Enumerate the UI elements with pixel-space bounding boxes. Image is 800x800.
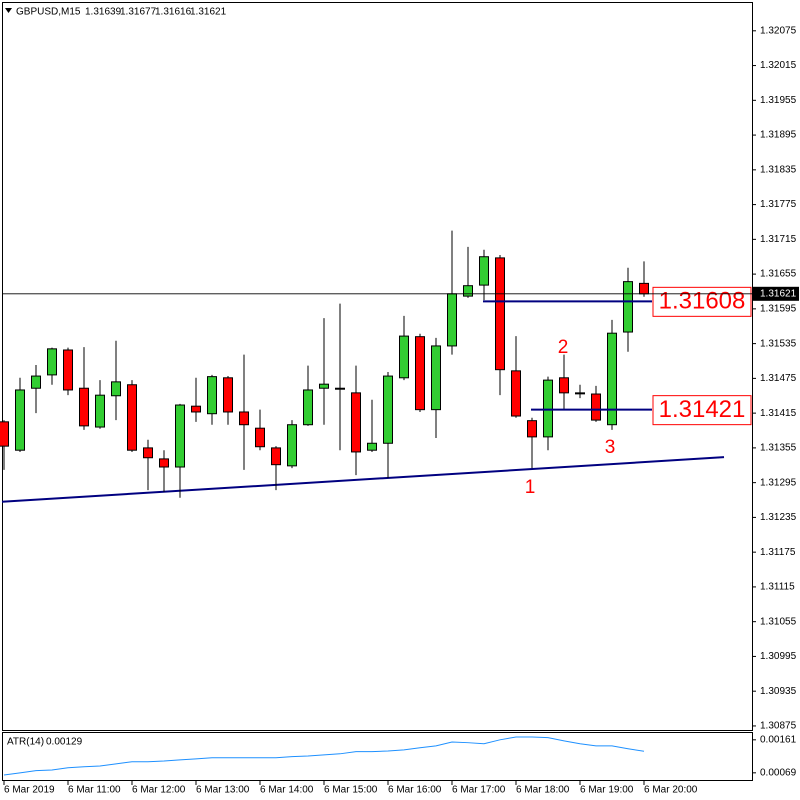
candle-body xyxy=(63,349,73,391)
y-tick-label: 1.31175 xyxy=(760,547,796,558)
x-tick-label: 6 Mar 18:00 xyxy=(516,785,570,796)
y-tick-label: 1.31055 xyxy=(760,616,797,627)
candle-body xyxy=(559,377,569,394)
x-tick-label: 6 Mar 15:00 xyxy=(324,785,378,796)
header-close: 1.31621 xyxy=(190,7,227,18)
level-label: 1.31608 xyxy=(659,288,746,315)
candle-body xyxy=(575,392,585,395)
candle-body xyxy=(543,379,553,438)
x-tick-label: 6 Mar 17:00 xyxy=(452,785,506,796)
candle-body xyxy=(175,404,185,468)
candle-body xyxy=(159,458,169,468)
y-tick-label: 1.30875 xyxy=(760,721,797,732)
candle-body xyxy=(399,335,409,379)
main-frame xyxy=(2,2,753,731)
candle-body xyxy=(351,392,361,453)
price-label-box xyxy=(753,286,799,301)
header-low: 1.31616 xyxy=(155,7,192,18)
candle-body xyxy=(79,387,89,427)
price-label: 1.31621 xyxy=(760,288,797,299)
candle-body xyxy=(255,427,265,448)
y-tick-label: 1.31295 xyxy=(760,477,797,488)
candle-body xyxy=(287,424,297,467)
candle-body xyxy=(239,411,249,426)
candle-body xyxy=(303,389,313,426)
level-label: 1.31421 xyxy=(659,396,746,423)
candle-body xyxy=(127,384,137,451)
candle-body xyxy=(623,281,633,333)
x-tick-label: 6 Mar 13:00 xyxy=(196,785,250,796)
level-label-box xyxy=(652,395,752,426)
candle-body xyxy=(415,336,425,411)
candle-body xyxy=(335,387,345,390)
candle-body xyxy=(383,375,393,444)
candle-body xyxy=(207,376,217,415)
candle-body xyxy=(111,381,121,397)
y-tick-label: 1.31595 xyxy=(760,304,797,315)
y-tick-label: 1.31715 xyxy=(760,234,797,245)
x-tick-label: 6 Mar 12:00 xyxy=(132,785,186,796)
y-tick-label: 0.00161 xyxy=(760,734,797,745)
atr-line xyxy=(3,736,645,776)
candle-body xyxy=(31,375,41,389)
y-tick-label: 1.31775 xyxy=(760,199,797,210)
header-high: 1.31677 xyxy=(120,7,157,18)
candle-body xyxy=(367,442,377,451)
candle-body xyxy=(607,332,617,426)
y-tick-label: 1.31355 xyxy=(760,443,797,454)
y-tick-label: 1.31115 xyxy=(760,582,795,593)
candle-body xyxy=(639,282,649,295)
y-tick-label: 1.31955 xyxy=(760,95,797,106)
y-tick-label: 0.00069 xyxy=(760,767,797,778)
y-tick-label: 1.30935 xyxy=(760,686,797,697)
y-tick-label: 1.31415 xyxy=(760,408,797,419)
candle-body xyxy=(431,345,441,411)
y-tick-label: 1.30995 xyxy=(760,651,797,662)
candle-body xyxy=(95,394,105,428)
menu-icon[interactable] xyxy=(5,8,12,13)
candle-body xyxy=(463,285,473,297)
candle-body xyxy=(527,420,537,438)
y-tick-label: 1.31655 xyxy=(760,269,797,280)
trendline xyxy=(1,456,725,503)
candle-body xyxy=(47,348,57,376)
candle-body xyxy=(447,293,457,347)
annotation: 3 xyxy=(605,437,616,458)
y-tick-label: 1.31895 xyxy=(760,130,797,141)
x-tick-label: 6 Mar 19:00 xyxy=(580,785,634,796)
annotation: 1 xyxy=(525,477,536,498)
header-open: 1.31639 xyxy=(85,7,122,18)
symbol-title: GBPUSD,M15 xyxy=(16,7,81,18)
x-tick-label: 6 Mar 20:00 xyxy=(644,785,698,796)
y-tick-label: 1.32015 xyxy=(760,60,797,71)
candle-body xyxy=(319,383,329,389)
atr-frame xyxy=(2,732,753,781)
y-tick-label: 1.32075 xyxy=(760,25,797,36)
x-tick-label: 6 Mar 14:00 xyxy=(260,785,314,796)
y-tick-label: 1.31235 xyxy=(760,512,797,523)
candle-body xyxy=(271,447,281,466)
candle-body xyxy=(223,377,233,413)
y-tick-label: 1.31535 xyxy=(760,338,797,349)
x-tick-label: 6 Mar 2019 xyxy=(4,785,55,796)
candle-body xyxy=(0,421,9,447)
candle-body xyxy=(591,393,601,421)
candle-body xyxy=(511,370,521,417)
y-tick-label: 1.31835 xyxy=(760,164,797,175)
candle-body xyxy=(191,405,201,413)
candle-body xyxy=(479,256,489,286)
x-tick-label: 6 Mar 11:00 xyxy=(68,785,121,796)
candle-body xyxy=(495,257,505,371)
x-tick-label: 6 Mar 16:00 xyxy=(388,785,442,796)
level-label-box xyxy=(652,286,752,317)
candle-body xyxy=(15,389,25,451)
atr-title: ATR(14) xyxy=(7,737,44,748)
candle-body xyxy=(143,447,153,459)
annotation: 2 xyxy=(558,337,569,358)
y-tick-label: 1.31475 xyxy=(760,373,797,384)
atr-value: 0.00129 xyxy=(46,737,83,748)
